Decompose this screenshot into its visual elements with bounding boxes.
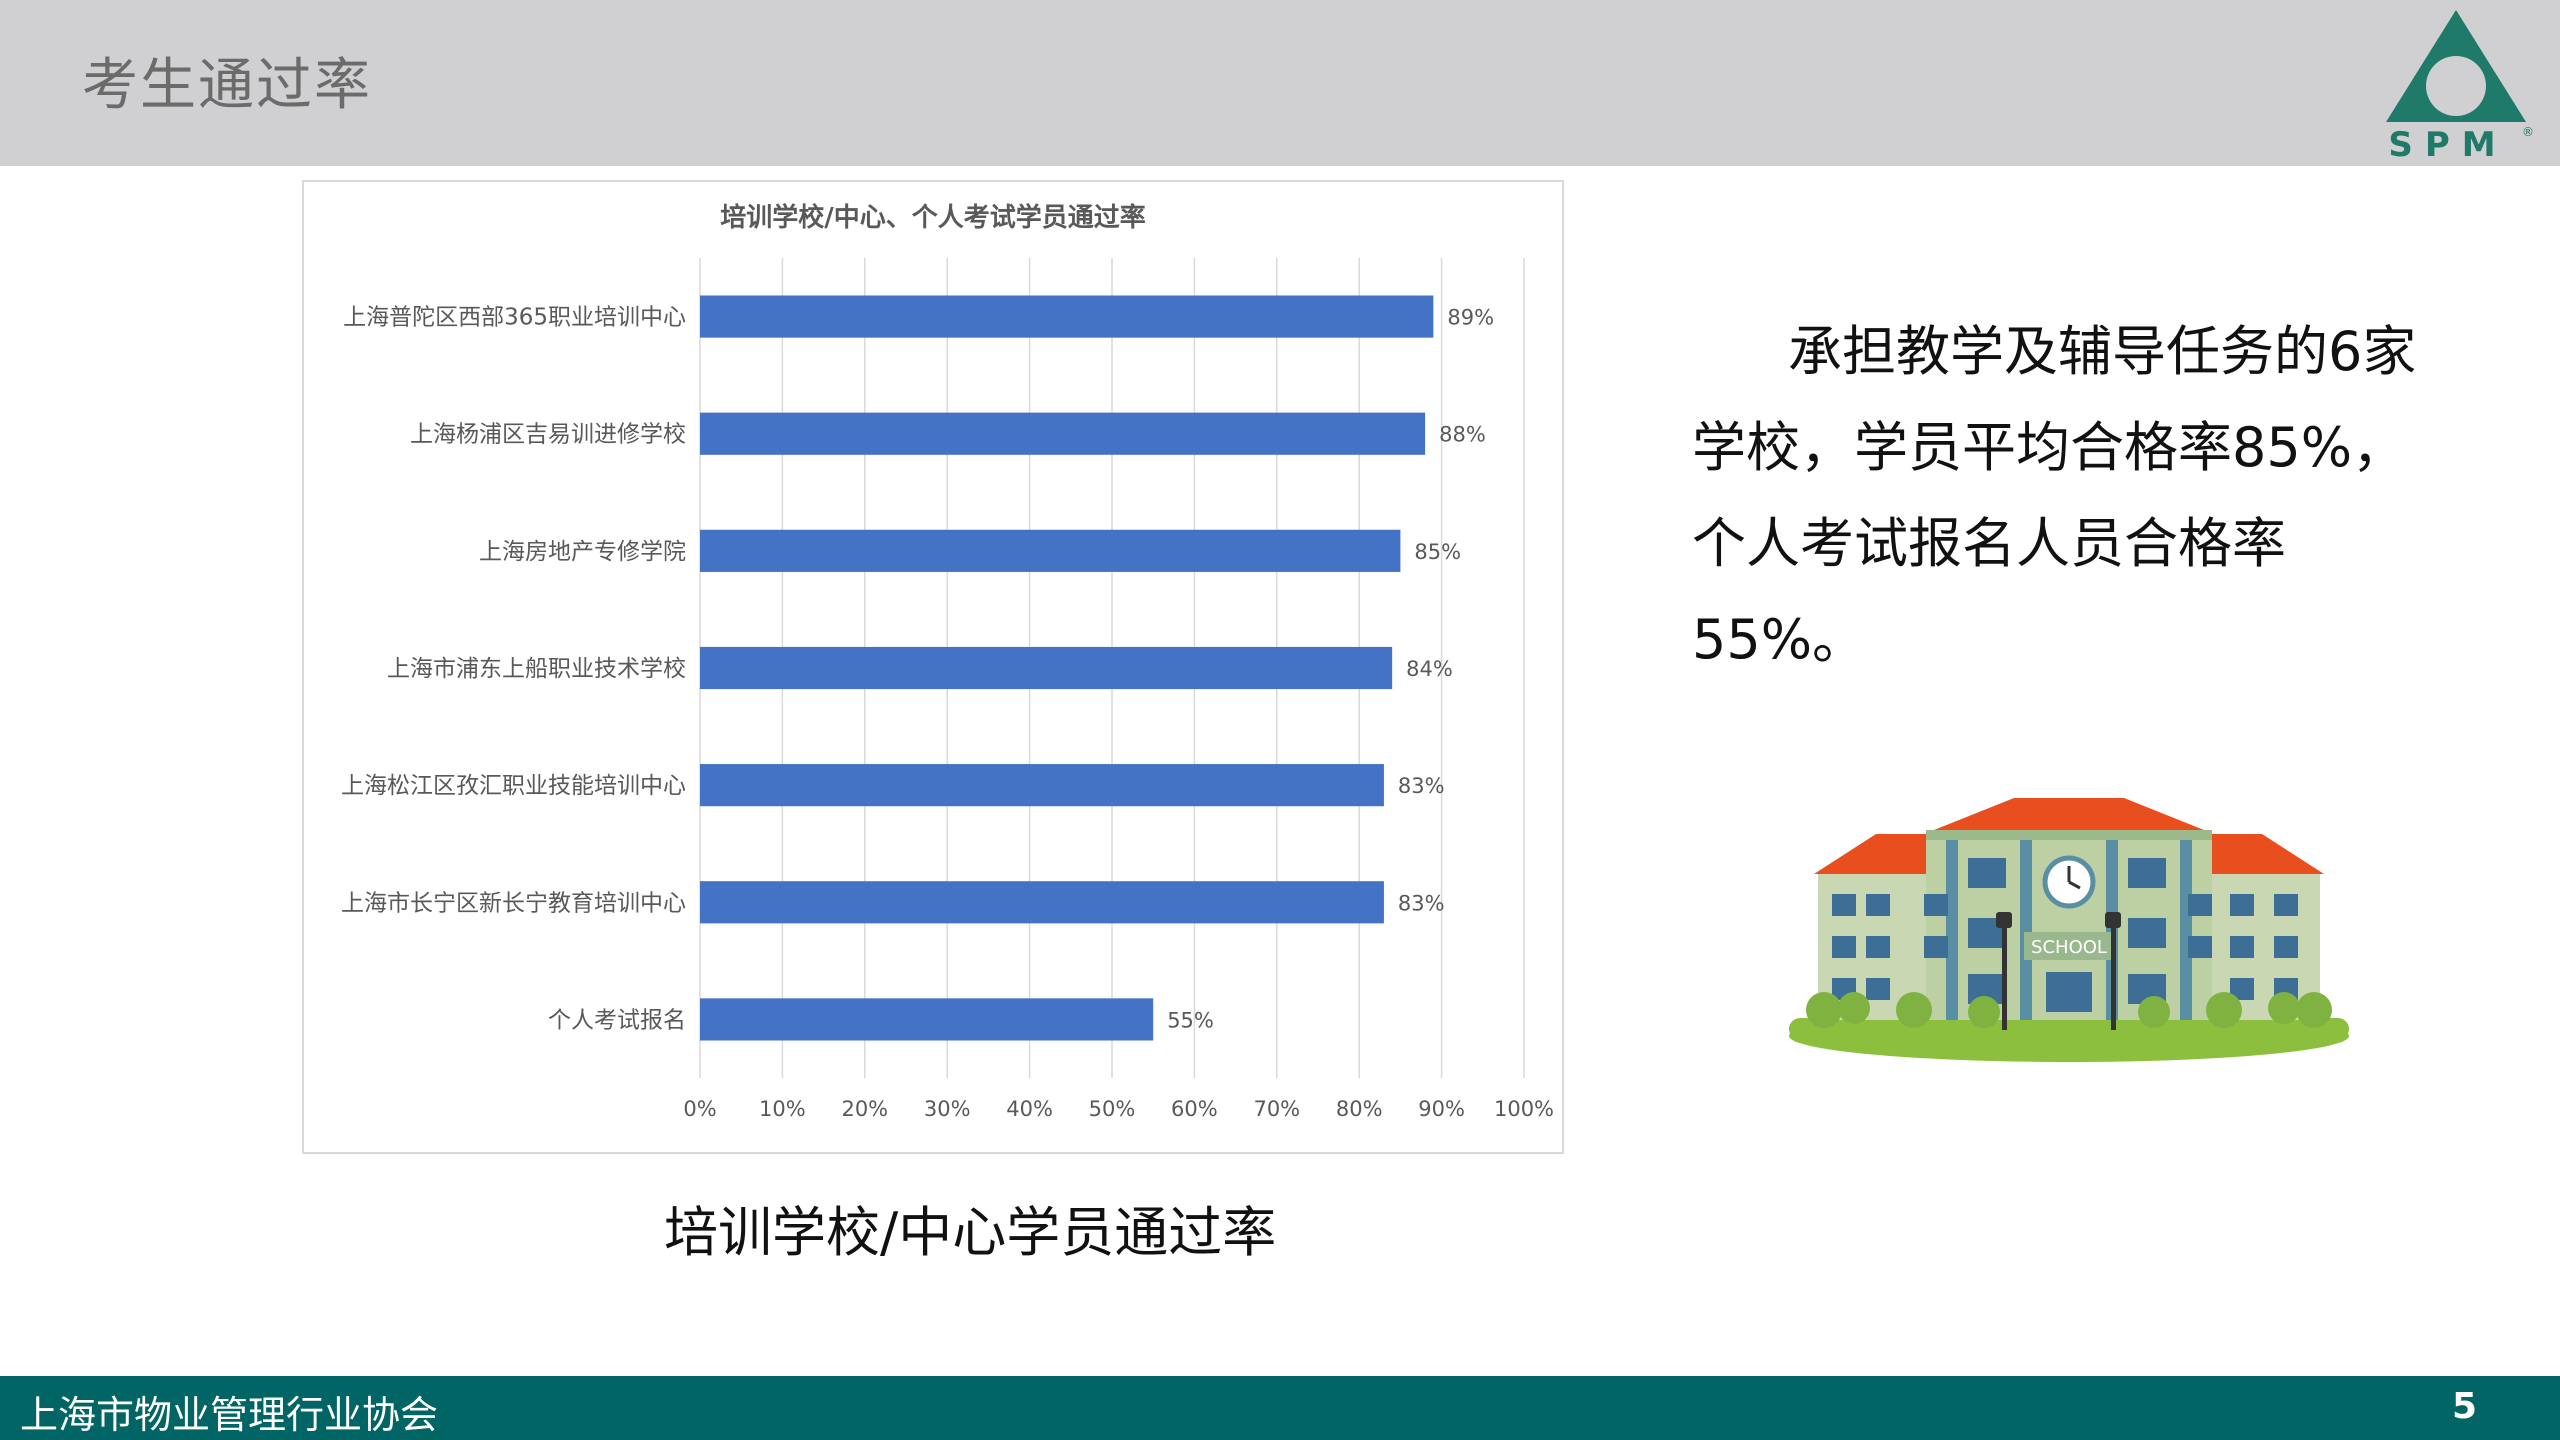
summary-text: 承担教学及辅导任务的6家学校，学员平均合格率85%，个人考试报名人员合格率55%… xyxy=(1692,304,2452,688)
x-tick-label: 60% xyxy=(1171,1097,1218,1121)
page-title: 考生通过率 xyxy=(82,53,372,118)
school-sign-text: SCHOOL xyxy=(2031,937,2107,958)
summary-body: 承担教学及辅导任务的6家学校，学员平均合格率85%，个人考试报名人员合格率55%… xyxy=(1692,320,2417,671)
bar xyxy=(700,998,1154,1041)
x-tick-label: 80% xyxy=(1336,1097,1383,1121)
logo-registered-mark: ® xyxy=(2522,125,2534,139)
x-tick-label: 70% xyxy=(1253,1097,1300,1121)
x-tick-label: 40% xyxy=(1006,1097,1053,1121)
spm-logo-icon: SPM ® xyxy=(2386,10,2534,162)
logo-text: SPM xyxy=(2388,125,2507,162)
bar xyxy=(700,529,1401,572)
bar-chart-svg: 培训学校/中心、个人考试学员通过率 0% 10% 20% 30% 40% 50% 60% 70… xyxy=(341,202,1554,1121)
page-number: 5 xyxy=(2452,1386,2478,1427)
category-label: 上海普陀区西部365职业培训中心 xyxy=(343,305,686,331)
bar-chart: 培训学校/中心、个人考试学员通过率 0% 10% 20% 30% 40% 50% 60% 70… xyxy=(302,180,1564,1154)
x-tick-label: 50% xyxy=(1089,1097,1136,1121)
chart-caption: 培训学校/中心学员通过率 xyxy=(664,1201,1277,1264)
bar xyxy=(700,764,1384,807)
bar xyxy=(700,646,1393,690)
data-label: 55% xyxy=(1167,1008,1214,1032)
data-label: 88% xyxy=(1439,423,1486,447)
labels: 0% 10% 20% 30% 40% 50% 60% 70% 80% 90% 100% 上海普陀区西部… xyxy=(341,305,1554,1121)
category-label: 上海杨浦区吉易训进修学校 xyxy=(410,422,686,448)
slide-header: 考生通过率 SPM ® xyxy=(0,0,2560,166)
bars xyxy=(700,295,1434,1041)
footer-organization: 上海市物业管理行业协会 xyxy=(20,1393,439,1437)
category-label: 上海松江区孜汇职业技能培训中心 xyxy=(341,773,686,799)
chart-title: 培训学校/中心、个人考试学员通过率 xyxy=(720,202,1146,233)
bar xyxy=(700,295,1434,338)
slide-footer: 上海市物业管理行业协会 5 xyxy=(0,1376,2560,1440)
data-label: 83% xyxy=(1398,891,1445,915)
data-label: 83% xyxy=(1398,774,1445,798)
category-label: 上海市长宁区新长宁教育培训中心 xyxy=(341,890,686,916)
x-tick-label: 100% xyxy=(1494,1097,1554,1121)
x-tick-label: 90% xyxy=(1418,1097,1465,1121)
bar xyxy=(700,412,1426,455)
data-label: 89% xyxy=(1447,306,1494,330)
school-building-icon: SCHOOL xyxy=(1789,798,2349,1062)
category-label: 上海房地产专修学院 xyxy=(479,539,686,565)
data-label: 84% xyxy=(1406,657,1453,681)
bar xyxy=(700,881,1384,924)
x-tick-label: 0% xyxy=(683,1097,716,1121)
x-tick-label: 30% xyxy=(924,1097,971,1121)
x-tick-label: 20% xyxy=(841,1097,888,1121)
category-label: 个人考试报名 xyxy=(548,1007,686,1033)
data-label: 85% xyxy=(1414,540,1461,564)
category-label: 上海市浦东上船职业技术学校 xyxy=(387,656,686,682)
x-tick-label: 10% xyxy=(759,1097,806,1121)
